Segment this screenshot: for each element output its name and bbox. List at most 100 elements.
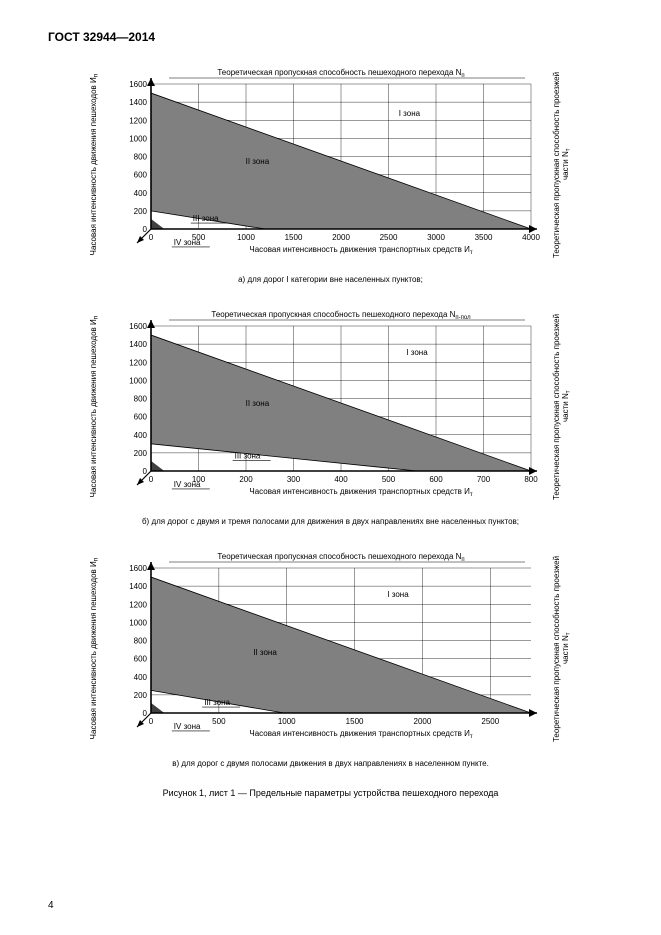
svg-text:800: 800 <box>524 475 538 484</box>
zone2-label: II зона <box>245 157 269 166</box>
svg-text:0: 0 <box>148 475 153 484</box>
x-axis-label: Часовая интенсивность движения транспорт… <box>249 245 472 256</box>
svg-text:1400: 1400 <box>129 582 147 591</box>
svg-text:400: 400 <box>334 475 348 484</box>
right-axis-label: Теоретическая пропускная способность про… <box>553 62 572 267</box>
svg-text:0: 0 <box>142 467 147 476</box>
svg-text:800: 800 <box>133 153 147 162</box>
zone4-triangle <box>151 461 164 471</box>
zone1-label: I зона <box>406 348 428 357</box>
y-ticks: 0 200 400 600 800 1000 1200 1400 1600 <box>129 80 147 234</box>
svg-text:500: 500 <box>381 475 395 484</box>
x-axis-label: Часовая интенсивность движения транспорт… <box>249 487 472 498</box>
zone3-label: III зона <box>234 452 260 461</box>
zone4-label: IV зона <box>173 238 200 247</box>
zone4-triangle <box>151 219 164 229</box>
svg-text:600: 600 <box>133 655 147 664</box>
x-ticks: 0100200300400500600700800 <box>148 475 537 484</box>
chart-b: 0200400600800100012001400160001002003004… <box>96 304 566 509</box>
right-axis-label-wrap: Теоретическая пропускная способность про… <box>553 62 572 267</box>
page: ГОСТ 32944—2014 Часовая интенсивность дв… <box>0 0 661 935</box>
svg-text:200: 200 <box>133 449 147 458</box>
y-ticks: 0 200 400 600 800 1000 1200 1400 1600 <box>129 322 147 476</box>
svg-text:0: 0 <box>148 233 153 242</box>
svg-text:600: 600 <box>133 413 147 422</box>
y-ticks: 02004006008001000120014001600 <box>129 564 147 718</box>
svg-text:1600: 1600 <box>129 322 147 331</box>
svg-text:800: 800 <box>133 395 147 404</box>
svg-text:700: 700 <box>476 475 490 484</box>
svg-text:1400: 1400 <box>129 98 147 107</box>
right-axis-label-wrap: Теоретическая пропускная способность про… <box>553 304 572 509</box>
svg-text:1600: 1600 <box>129 80 147 89</box>
svg-text:1600: 1600 <box>129 564 147 573</box>
x-ticks: 0 500 1000 1500 2000 2500 <box>148 717 499 726</box>
x-ticks: 05001000150020002500300035004000 <box>148 233 540 242</box>
y-axis-label-wrap: Часовая интенсивность движения пешеходов… <box>90 546 100 751</box>
svg-text:2000: 2000 <box>332 233 350 242</box>
zone1-label: I зона <box>387 590 409 599</box>
zone2-label: II зона <box>253 648 277 657</box>
svg-text:0: 0 <box>148 717 153 726</box>
figure-caption: Рисунок 1, лист 1 — Предельные параметры… <box>48 788 613 798</box>
zone2-label: II зона <box>245 399 269 408</box>
svg-text:2500: 2500 <box>379 233 397 242</box>
svg-text:600: 600 <box>133 171 147 180</box>
top-label: Теоретическая пропускная способность пеш… <box>217 552 464 563</box>
svg-text:0: 0 <box>142 225 147 234</box>
y-axis-label: Часовая интенсивность движения пешеходов… <box>90 74 100 255</box>
zone4-triangle <box>151 703 164 713</box>
page-number: 4 <box>48 900 54 911</box>
svg-text:200: 200 <box>133 207 147 216</box>
svg-text:400: 400 <box>133 189 147 198</box>
svg-text:1000: 1000 <box>129 134 147 143</box>
svg-text:1200: 1200 <box>129 600 147 609</box>
chart-block-a: Часовая интенсивность движения пешеходов… <box>96 62 566 267</box>
svg-text:1200: 1200 <box>129 116 147 125</box>
zone3-label: III зона <box>192 214 218 223</box>
top-label: Теоретическая пропускная способность пеш… <box>217 68 464 79</box>
chart-caption-b: б) для дорог с двумя и тремя полосами дл… <box>48 517 613 526</box>
svg-text:3500: 3500 <box>474 233 492 242</box>
document-title: ГОСТ 32944—2014 <box>48 30 613 44</box>
zone1-label: I зона <box>398 109 420 118</box>
svg-text:1000: 1000 <box>277 717 295 726</box>
svg-text:2000: 2000 <box>413 717 431 726</box>
y-axis-label-wrap: Часовая интенсивность движения пешеходов… <box>90 62 100 267</box>
y-axis-label: Часовая интенсивность движения пешеходов… <box>90 558 100 739</box>
y-axis-label-wrap: Часовая интенсивность движения пешеходов… <box>90 304 100 509</box>
svg-text:200: 200 <box>239 475 253 484</box>
svg-text:3000: 3000 <box>427 233 445 242</box>
chart-a: 0200400600800100012001400160005001000150… <box>96 62 566 267</box>
svg-text:2500: 2500 <box>481 717 499 726</box>
zone4-label: IV зона <box>173 722 200 731</box>
charts-container: Часовая интенсивность движения пешеходов… <box>48 62 613 768</box>
svg-text:1500: 1500 <box>345 717 363 726</box>
svg-text:300: 300 <box>286 475 300 484</box>
chart-block-c: Часовая интенсивность движения пешеходов… <box>96 546 566 751</box>
svg-text:1400: 1400 <box>129 340 147 349</box>
svg-text:1500: 1500 <box>284 233 302 242</box>
svg-text:0: 0 <box>142 709 147 718</box>
zone4-label: IV зона <box>173 480 200 489</box>
top-label: Теоретическая пропускная способность пеш… <box>211 310 471 321</box>
svg-text:1000: 1000 <box>129 618 147 627</box>
right-axis-label-wrap: Теоретическая пропускная способность про… <box>553 546 572 751</box>
zone3-label: III зона <box>204 698 230 707</box>
svg-text:4000: 4000 <box>522 233 540 242</box>
svg-text:400: 400 <box>133 673 147 682</box>
chart-c: 0200400600800100012001400160005001000150… <box>96 546 566 751</box>
chart-caption-c: в) для дорог с двумя полосами движения в… <box>48 759 613 768</box>
svg-text:1000: 1000 <box>237 233 255 242</box>
chart-block-b: Часовая интенсивность движения пешеходов… <box>96 304 566 509</box>
svg-text:200: 200 <box>133 691 147 700</box>
svg-text:1200: 1200 <box>129 358 147 367</box>
chart-caption-a: а) для дорог I категории вне населенных … <box>48 275 613 284</box>
right-axis-label: Теоретическая пропускная способность про… <box>553 546 572 751</box>
right-axis-label: Теоретическая пропускная способность про… <box>553 304 572 509</box>
y-axis-label: Часовая интенсивность движения пешеходов… <box>90 316 100 497</box>
svg-text:1000: 1000 <box>129 376 147 385</box>
svg-text:400: 400 <box>133 431 147 440</box>
svg-text:500: 500 <box>212 717 226 726</box>
x-axis-label: Часовая интенсивность движения транспорт… <box>249 729 472 740</box>
